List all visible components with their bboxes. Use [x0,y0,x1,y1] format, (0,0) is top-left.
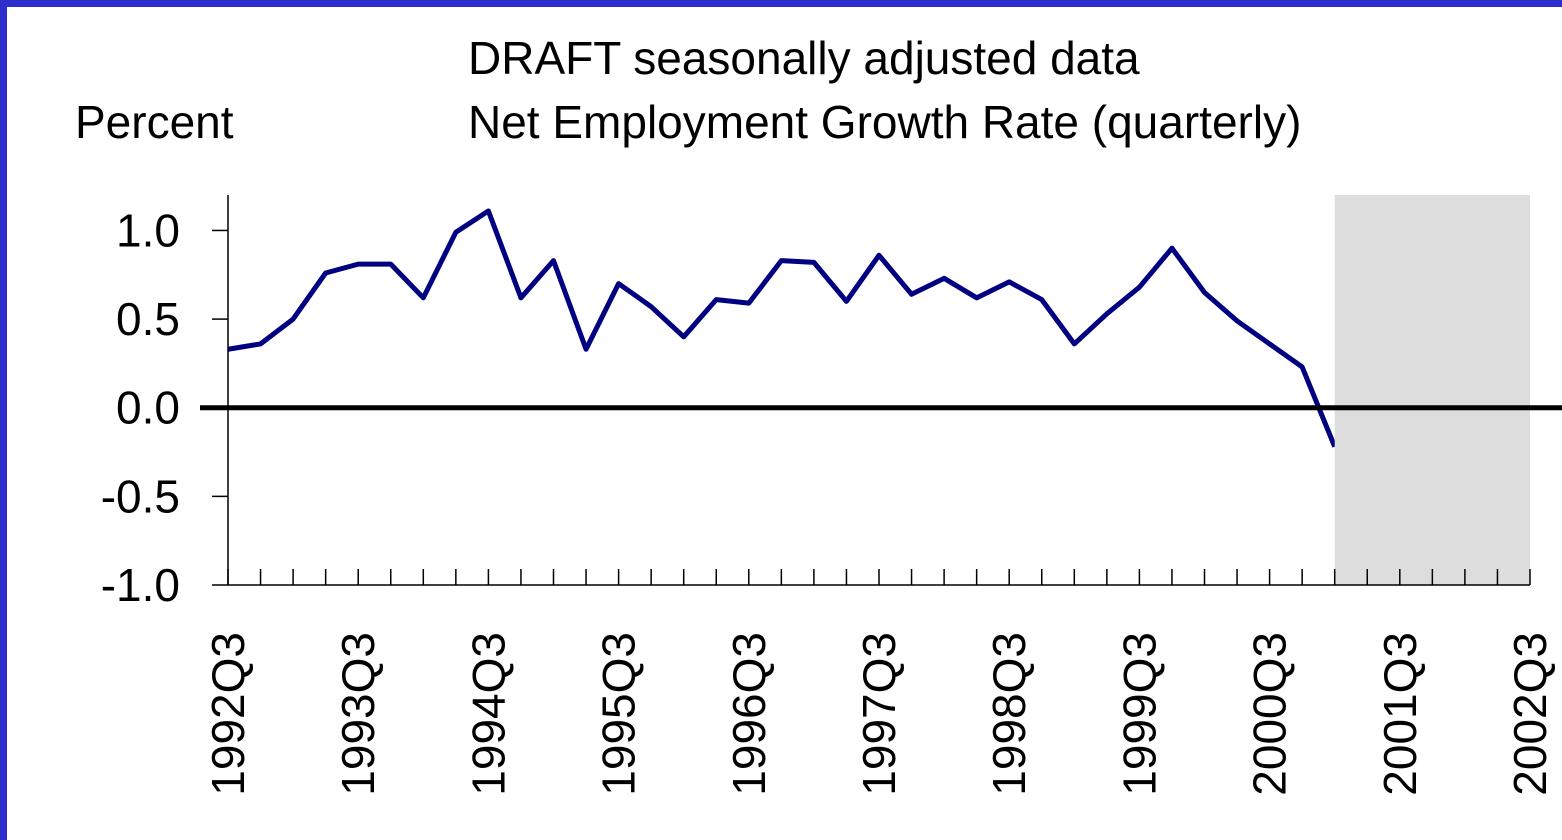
x-tick-label: 2001Q3 [1374,632,1426,796]
x-tick-label: 1997Q3 [853,632,905,796]
y-tick-label: -1.0 [101,559,180,611]
x-tick-label: 2000Q3 [1244,632,1296,796]
forecast-shade [1334,195,1530,585]
plot-background [7,7,1562,840]
x-tick-label: 1999Q3 [1113,632,1165,796]
y-tick-label: -0.5 [101,470,180,522]
y-axis-label: Percent [75,96,234,148]
y-tick-label: 0.0 [116,382,180,434]
x-tick-label: 1993Q3 [332,632,384,796]
y-tick-label: 1.0 [116,204,180,256]
data-line [227,208,1338,448]
x-tick-label: 2002Q3 [1504,632,1556,796]
x-tick-label: 1995Q3 [593,632,645,796]
x-tick-label: 1998Q3 [983,632,1035,796]
chart-title: DRAFT seasonally adjusted data [468,32,1140,84]
x-tick-label: 1994Q3 [462,632,514,796]
x-tick-label: 1992Q3 [202,632,254,796]
x-tick-label: 1996Q3 [723,632,775,796]
chart-subtitle: Net Employment Growth Rate (quarterly) [468,96,1301,148]
y-tick-label: 0.5 [116,293,180,345]
